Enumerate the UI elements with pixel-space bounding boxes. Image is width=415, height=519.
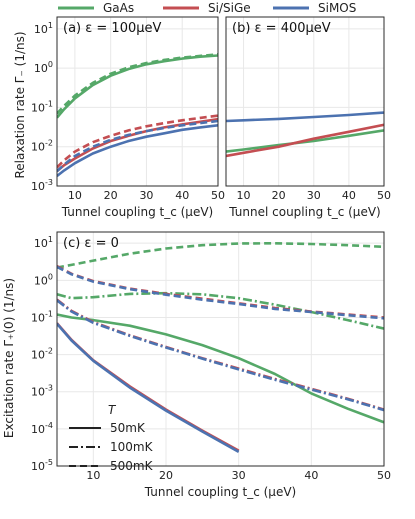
series-legend: GaAs Si/SiGe SiMOS (58, 1, 356, 15)
x-tick-label: 30 (232, 469, 246, 482)
x-tick-label: 40 (175, 189, 189, 202)
x-tick-label: 40 (342, 189, 356, 202)
series-line-gaas-100mK (57, 291, 384, 330)
legend-style-label-100mK: 100mK (110, 440, 154, 454)
x-axis-label: Tunnel coupling t_c (μeV) (61, 205, 213, 219)
y-tick-label: 100 (34, 272, 53, 287)
panel-title: (b) ε = 400μeV (232, 21, 331, 36)
series-group (57, 53, 218, 178)
temperature-legend: T 50mK 100mK 500mK (69, 403, 154, 473)
x-tick-label: 10 (68, 189, 82, 202)
y-tick-label: 10-2 (31, 139, 53, 154)
panel-a: 10 20 30 40 50 10-3 10-2 10-1 100 101 (a) ε = 100μ… (31, 16, 225, 219)
y-tick-label: 10-3 (31, 384, 53, 399)
series-line-si-sige-500mK (57, 114, 218, 169)
x-tick-label: 50 (377, 189, 391, 202)
ylabel-top: Relaxation rate Γ₋ (1/ns) (13, 31, 27, 178)
axes-frame (56, 16, 219, 187)
series-line-si-sige-500mK (57, 265, 384, 319)
series-line-simos-50mK (226, 111, 384, 123)
x-tick-label: 10 (237, 189, 251, 202)
legend-style-title: T (108, 403, 117, 417)
series-line-simos-50mK (57, 322, 240, 454)
series-line-si-sige-50mK (57, 322, 240, 452)
axes-frame (56, 231, 385, 467)
panel-title: (a) ε = 100μeV (63, 21, 162, 36)
panel-c: 10 20 30 40 50 10-5 10-4 10-3 10-2 10-1 100 101 (c) … (31, 231, 391, 499)
x-axis-label: Tunnel coupling t_c (μeV) (228, 205, 380, 219)
series-line-si-sige-50mK (226, 123, 384, 158)
legend-style-label-50mK: 50mK (110, 421, 146, 435)
legend-label-simos: SiMOS (318, 1, 356, 15)
series-line-simos-500mK (57, 119, 218, 173)
x-tick-label: 10 (86, 469, 100, 482)
x-tick-label: 30 (139, 189, 153, 202)
y-tick-label: 10-3 (31, 178, 53, 193)
y-tick-label: 100 (34, 60, 53, 75)
ylabel-bottom: Excitation rate Γ₊(0) (1/ns) (2, 278, 16, 438)
series-line-gaas-500mK (57, 53, 218, 115)
series-group (226, 111, 384, 158)
series-group (57, 242, 384, 454)
legend-label-si-sige: Si/SiGe (208, 1, 251, 15)
y-tick-label: 10-2 (31, 347, 53, 362)
x-tick-label: 50 (211, 189, 225, 202)
series-line-gaas-500mK (57, 242, 384, 269)
x-tick-label: 30 (307, 189, 321, 202)
y-tick-label: 101 (34, 235, 53, 250)
series-line-simos-500mK (57, 265, 384, 320)
y-tick-label: 10-1 (31, 309, 53, 324)
x-tick-label: 20 (104, 189, 118, 202)
axes-frame (225, 16, 385, 187)
panel-title: (c) ε = 0 (63, 236, 119, 251)
x-tick-label: 40 (304, 469, 318, 482)
y-tick-label: 10-5 (31, 458, 53, 473)
x-axis-label: Tunnel coupling t_c (μeV) (144, 485, 296, 499)
y-tick-label: 101 (34, 21, 53, 36)
legend-style-label-500mK: 500mK (110, 459, 154, 473)
panel-b: 10 20 30 40 50 (b) ε = 400μeV Tunnel coupling … (225, 16, 391, 219)
series-line-simos-100mK (57, 299, 384, 412)
legend-label-gaas: GaAs (103, 1, 134, 15)
x-tick-label: 20 (159, 469, 173, 482)
x-tick-label: 20 (272, 189, 286, 202)
x-tick-label: 50 (377, 469, 391, 482)
y-tick-label: 10-1 (31, 99, 53, 114)
series-line-simos-50mK (57, 124, 218, 178)
y-tick-label: 10-4 (31, 421, 53, 436)
series-line-gaas-50mK (57, 54, 218, 119)
